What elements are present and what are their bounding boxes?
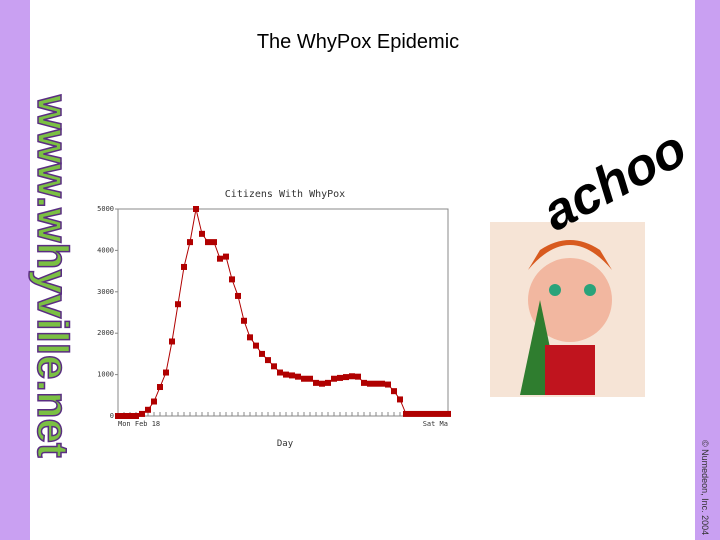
marker	[403, 410, 409, 417]
marker	[295, 373, 301, 380]
y-tick-label: 4000	[97, 246, 114, 254]
marker	[439, 410, 445, 417]
x-axis-label: Day	[277, 439, 294, 449]
marker	[187, 239, 193, 246]
marker	[253, 342, 259, 349]
marker	[373, 380, 379, 387]
marker	[157, 384, 163, 391]
marker	[343, 374, 349, 381]
marker	[379, 380, 385, 387]
marker	[193, 206, 199, 212]
y-tick-label: 2000	[97, 329, 114, 337]
picture	[490, 222, 645, 397]
marker	[421, 410, 427, 417]
marker	[367, 380, 373, 387]
marker	[283, 371, 289, 378]
marker	[139, 410, 145, 417]
marker	[445, 410, 451, 417]
marker	[259, 350, 265, 357]
marker	[271, 363, 277, 370]
marker	[415, 410, 421, 417]
y-tick-label: 0	[110, 412, 114, 420]
marker	[397, 396, 403, 403]
marker	[121, 413, 127, 419]
marker	[211, 239, 217, 246]
marker	[427, 410, 433, 417]
marker	[331, 375, 337, 382]
marker	[199, 230, 205, 237]
face	[528, 258, 612, 342]
plot-frame	[117, 208, 449, 417]
marker	[391, 388, 397, 395]
chart-title: Citizens With WhyPox	[225, 189, 345, 200]
marker	[205, 239, 211, 246]
marker	[133, 413, 139, 419]
marker	[319, 380, 325, 387]
x-tick-label: Mon Feb 18	[118, 420, 160, 428]
marker	[127, 413, 133, 419]
x-tick-label: Sat Ma	[423, 420, 448, 428]
eye	[549, 284, 561, 296]
marker	[151, 398, 157, 405]
marker	[145, 406, 151, 413]
y-tick-label: 3000	[97, 288, 114, 296]
dress	[545, 345, 595, 395]
marker	[307, 375, 313, 382]
marker	[277, 369, 283, 376]
marker	[433, 410, 439, 417]
marker	[241, 317, 247, 324]
marker	[223, 253, 229, 260]
marker	[169, 338, 175, 345]
marker	[325, 379, 331, 386]
marker	[337, 374, 343, 381]
hair	[528, 240, 612, 270]
y-tick-label: 5000	[97, 205, 114, 213]
marker	[163, 369, 169, 376]
marker	[247, 334, 253, 341]
marker	[361, 379, 367, 386]
eye	[584, 284, 596, 296]
marker	[181, 263, 187, 270]
marker	[217, 255, 223, 262]
plot: 0 1000 2000 3000 4000 5000 Mon Feb 18 Sat Ma	[97, 205, 451, 428]
marker	[235, 292, 241, 299]
marker	[409, 410, 415, 417]
marker	[301, 375, 307, 382]
y-tick-label: 1000	[97, 371, 114, 379]
marker	[175, 301, 181, 308]
copyright: © Numedeon, Inc. 2004	[700, 440, 710, 535]
slide-title: The WhyPox Epidemic	[257, 31, 459, 53]
marker	[385, 381, 391, 388]
logo: www.whyville.net	[28, 94, 77, 458]
marker	[355, 373, 361, 380]
marker	[115, 413, 121, 419]
marker	[313, 379, 319, 386]
marker	[229, 276, 235, 283]
marker	[349, 373, 355, 380]
marker	[289, 372, 295, 379]
marker	[265, 357, 271, 364]
